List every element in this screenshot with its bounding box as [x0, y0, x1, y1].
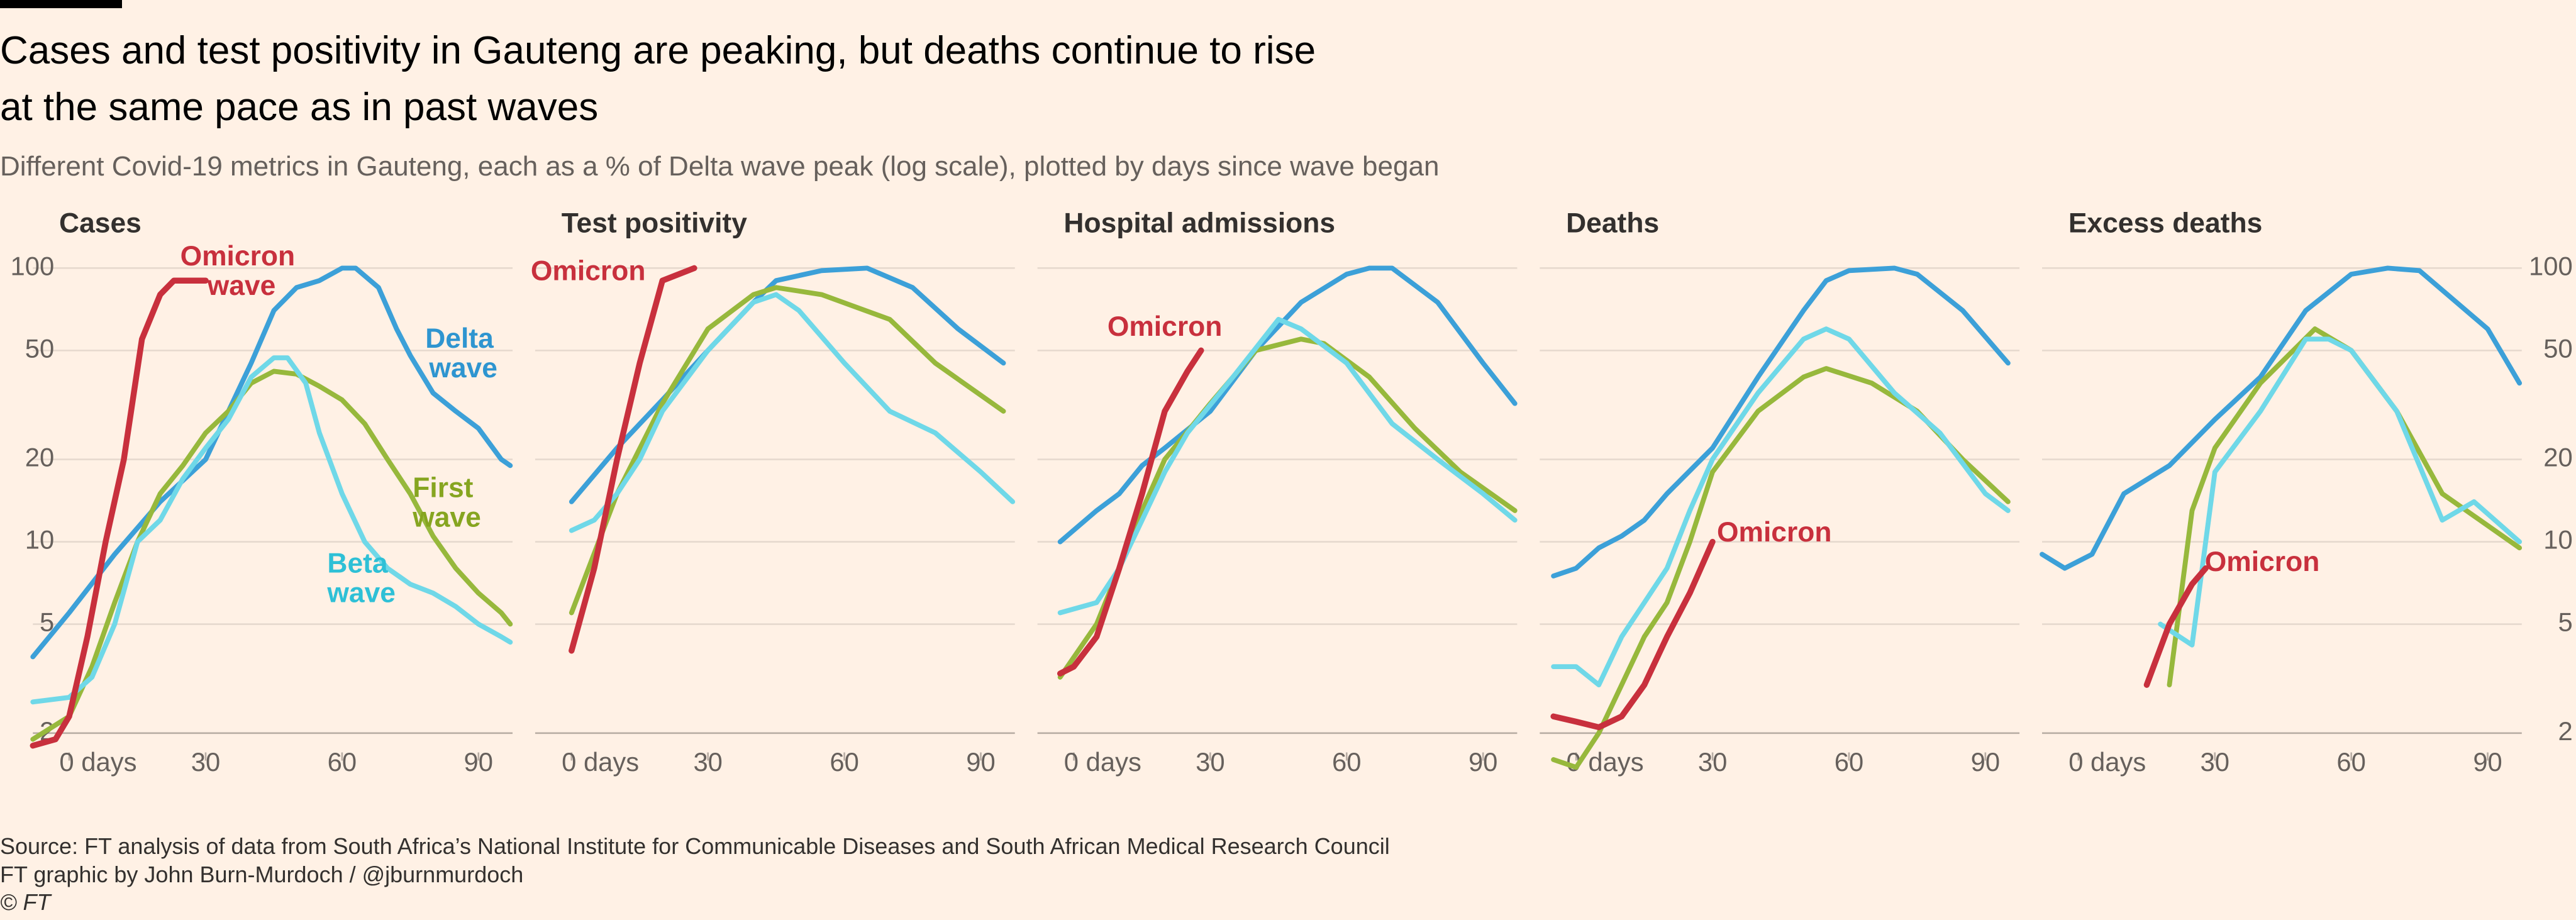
series-line [569, 265, 697, 654]
y-tick-label: 5 [40, 607, 54, 637]
title: Cases and test positivity in Gauteng are… [0, 29, 1316, 129]
series-line [569, 292, 1016, 533]
series-label: Beta wave [326, 548, 396, 608]
series-line [569, 285, 1006, 616]
x-tick-label: 0 days [59, 747, 136, 777]
series-line [569, 265, 1006, 504]
y-tick-label: 2 [2558, 716, 2573, 746]
series-line [30, 369, 513, 742]
series-line [1057, 336, 1518, 680]
x-tick-label: 30 [191, 747, 220, 777]
panel-title: Excess deaths [2068, 208, 2262, 239]
series-label: Omicron [2205, 546, 2320, 577]
x-tick-label: 60 [2336, 747, 2365, 777]
y-tick-label: 50 [2543, 333, 2572, 363]
series-line [2143, 565, 2209, 688]
series-label: Delta wave [425, 323, 501, 384]
source: Source: FT analysis of data from South A… [0, 833, 1390, 859]
series-line [1057, 265, 1518, 545]
copyright: © FT [0, 889, 51, 915]
series-line [1057, 347, 1204, 677]
series-line [1057, 316, 1518, 616]
x-tick-label: 60 [328, 747, 357, 777]
series-line [2158, 336, 2523, 648]
series-line [30, 277, 209, 749]
series-line [30, 355, 513, 705]
series-line [2167, 326, 2523, 688]
x-tick-label: 60 [1332, 747, 1361, 777]
x-tick-label: 90 [966, 747, 995, 777]
x-tick-label: 0 days [562, 747, 639, 777]
top-bar [0, 0, 122, 8]
y-tick-label: 50 [25, 333, 54, 363]
x-tick-label: 30 [2201, 747, 2229, 777]
panel-title: Test positivity [562, 208, 747, 239]
y-tick-label: 10 [2543, 525, 2572, 555]
x-tick-label: 30 [1698, 747, 1727, 777]
y-tick-label: 10 [25, 525, 54, 555]
series-label: Omicron wave [180, 241, 303, 301]
y-tick-label: 100 [10, 251, 54, 280]
series-label: Omicron [531, 255, 646, 286]
series-label: Omicron [1108, 311, 1223, 342]
x-tick-label: 60 [830, 747, 858, 777]
y-tick-label: 20 [25, 443, 54, 472]
x-tick-label: 0 days [1064, 747, 1141, 777]
series-line [30, 265, 513, 660]
x-tick-label: 90 [2473, 747, 2502, 777]
x-tick-label: 60 [1835, 747, 1863, 777]
panel-title: Deaths [1566, 208, 1659, 239]
x-tick-label: 90 [1971, 747, 2000, 777]
credit: FT graphic by John Burn-Murdoch / @jburn… [0, 862, 524, 887]
series-label: Omicron [1717, 517, 1832, 548]
series-line [2040, 265, 2523, 571]
y-tick-label: 20 [2543, 443, 2572, 472]
y-tick-label: 100 [2529, 251, 2573, 280]
x-tick-label: 30 [693, 747, 722, 777]
x-tick-label: 30 [1196, 747, 1224, 777]
x-tick-label: 90 [1468, 747, 1497, 777]
x-tick-label: 90 [464, 747, 493, 777]
series-line [1551, 366, 2011, 770]
series-label: First wave [412, 472, 481, 533]
series-line [1550, 538, 1716, 731]
y-tick-label: 5 [2558, 607, 2573, 637]
panel-title: Hospital admissions [1063, 208, 1335, 239]
series-line [1551, 265, 2011, 579]
series-line [1551, 326, 2011, 688]
panel-title: Cases [59, 208, 142, 239]
x-tick-label: 0 days [2068, 747, 2146, 777]
subtitle: Different Covid-19 metrics in Gauteng, e… [0, 151, 1440, 182]
